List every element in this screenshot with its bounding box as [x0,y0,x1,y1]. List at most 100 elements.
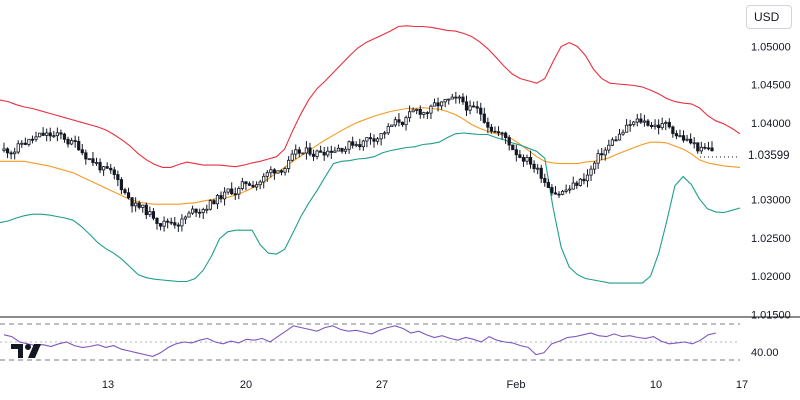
candle-body [230,188,234,195]
candle-body [109,167,113,171]
candle-body [279,170,284,173]
candle-body [646,120,650,126]
candle-body [226,188,230,193]
candle-body [361,140,365,148]
candle-body [514,149,518,156]
candle-body [368,137,373,140]
tradingview-logo[interactable] [11,341,45,361]
candle-body [212,200,216,205]
price-tick-label: 1.02500 [751,233,791,245]
time-axis[interactable]: 13 20 27 Feb 10 17 [102,379,748,391]
candle-body [173,222,177,226]
candle-body [176,224,180,227]
candle-body [585,174,590,182]
candle-body [400,121,405,126]
currency-selector[interactable]: USD [746,5,792,29]
candle-body [137,202,141,208]
time-tick-label: 27 [376,379,388,391]
candle-body [20,142,24,145]
oscillator-level-label: 40.00 [751,347,779,359]
candle-body [269,169,273,174]
candle-body [319,150,323,153]
candle-body [657,124,661,129]
candle-body [592,162,597,170]
candle-body [678,135,682,138]
candle-body [425,112,429,115]
oscillator-line [3,325,717,357]
candle-body [600,153,604,156]
candle-body [635,118,639,123]
candle-body [440,101,444,107]
candle-body [528,156,533,165]
candle-body [91,158,95,164]
candle-body [255,184,259,188]
candle-body [479,107,483,115]
candle-body [287,159,291,169]
candle-body [564,189,568,192]
candle-body [703,146,707,149]
candle-body [290,153,294,161]
candle-body [493,130,497,133]
candle-body [130,197,134,207]
candle-body [607,144,611,151]
candle-body [358,144,362,148]
candle-body [9,152,13,155]
candle-body [461,96,465,103]
candle-body [240,181,244,189]
candle-body [393,119,397,126]
candle-body [80,149,84,154]
candle-body [464,101,469,111]
candle-body [536,167,540,170]
time-tick-label: 17 [736,379,748,391]
candle-body [123,189,127,194]
candle-body [134,202,138,207]
candle-body [304,147,309,154]
candle-body [603,149,607,156]
candle-body [180,218,184,227]
candle-body [539,167,543,179]
candle-body [472,105,476,108]
price-tick-label: 1.04000 [751,118,791,130]
price-tick-label: 1.03000 [751,195,791,207]
candle-body [692,142,696,145]
candle-body [525,156,529,162]
candle-body [37,132,42,138]
currency-label: USD [754,10,780,24]
candle-body [543,177,547,183]
candle-body [706,147,711,150]
candle-body [73,140,77,142]
candle-body [681,135,686,141]
candle-body [258,181,262,186]
candle-body [671,126,675,134]
candle-body [262,175,266,183]
candle-body [489,126,494,132]
candle-body [219,195,223,200]
candle-body [418,108,422,115]
candle-body [247,183,252,186]
candle-body [126,192,131,199]
candle-body [625,124,629,133]
candle-body [660,123,664,129]
candle-body [674,133,679,137]
candle-body [496,131,501,134]
candle-body [322,151,326,156]
candle-body [696,142,700,152]
candle-body [429,105,433,114]
candle-body [276,170,280,174]
candle-body [283,168,287,173]
candle-body [87,158,91,161]
candle-body [27,138,31,145]
candles [2,91,714,232]
candle-body [201,209,205,213]
bollinger-upper-band [0,25,741,168]
candle-body [144,204,148,216]
candle-body [265,172,269,177]
price-axis[interactable]: 1.015001.020001.025001.030001.035001.040… [751,41,791,321]
last-price-badge: 1.03599 [748,148,796,166]
candle-body [351,141,355,146]
candle-body [119,179,124,191]
candle-body [233,193,237,196]
candle-body [568,188,572,191]
candle-body [2,148,6,151]
